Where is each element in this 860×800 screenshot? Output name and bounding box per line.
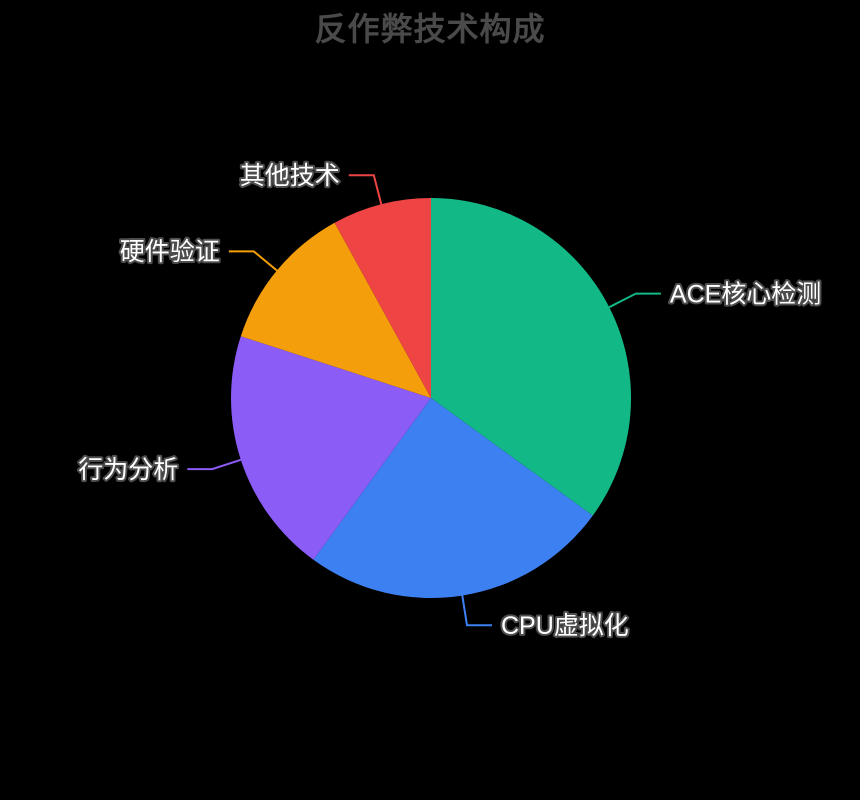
label-leader-line — [348, 174, 383, 205]
pie-slice[interactable] — [431, 197, 632, 516]
pie-slice[interactable] — [313, 398, 593, 599]
slice-label[interactable]: 硬件验证 — [118, 236, 222, 268]
label-leader-line — [608, 292, 661, 309]
slice-label[interactable]: CPU虚拟化 — [499, 610, 631, 642]
slice-label[interactable]: 行为分析 — [76, 454, 180, 486]
label-leader-line — [187, 458, 242, 471]
slice-label[interactable]: 其他技术 — [238, 160, 342, 192]
slice-label[interactable]: ACE核心检测 — [668, 278, 823, 310]
label-leader-line — [228, 250, 278, 272]
chart-title: 反作弊技术构成 — [314, 11, 546, 47]
pie-slice[interactable] — [231, 336, 431, 560]
label-leader-line — [461, 595, 492, 627]
pie-slice[interactable] — [240, 222, 431, 398]
pie-slice[interactable] — [334, 197, 431, 398]
